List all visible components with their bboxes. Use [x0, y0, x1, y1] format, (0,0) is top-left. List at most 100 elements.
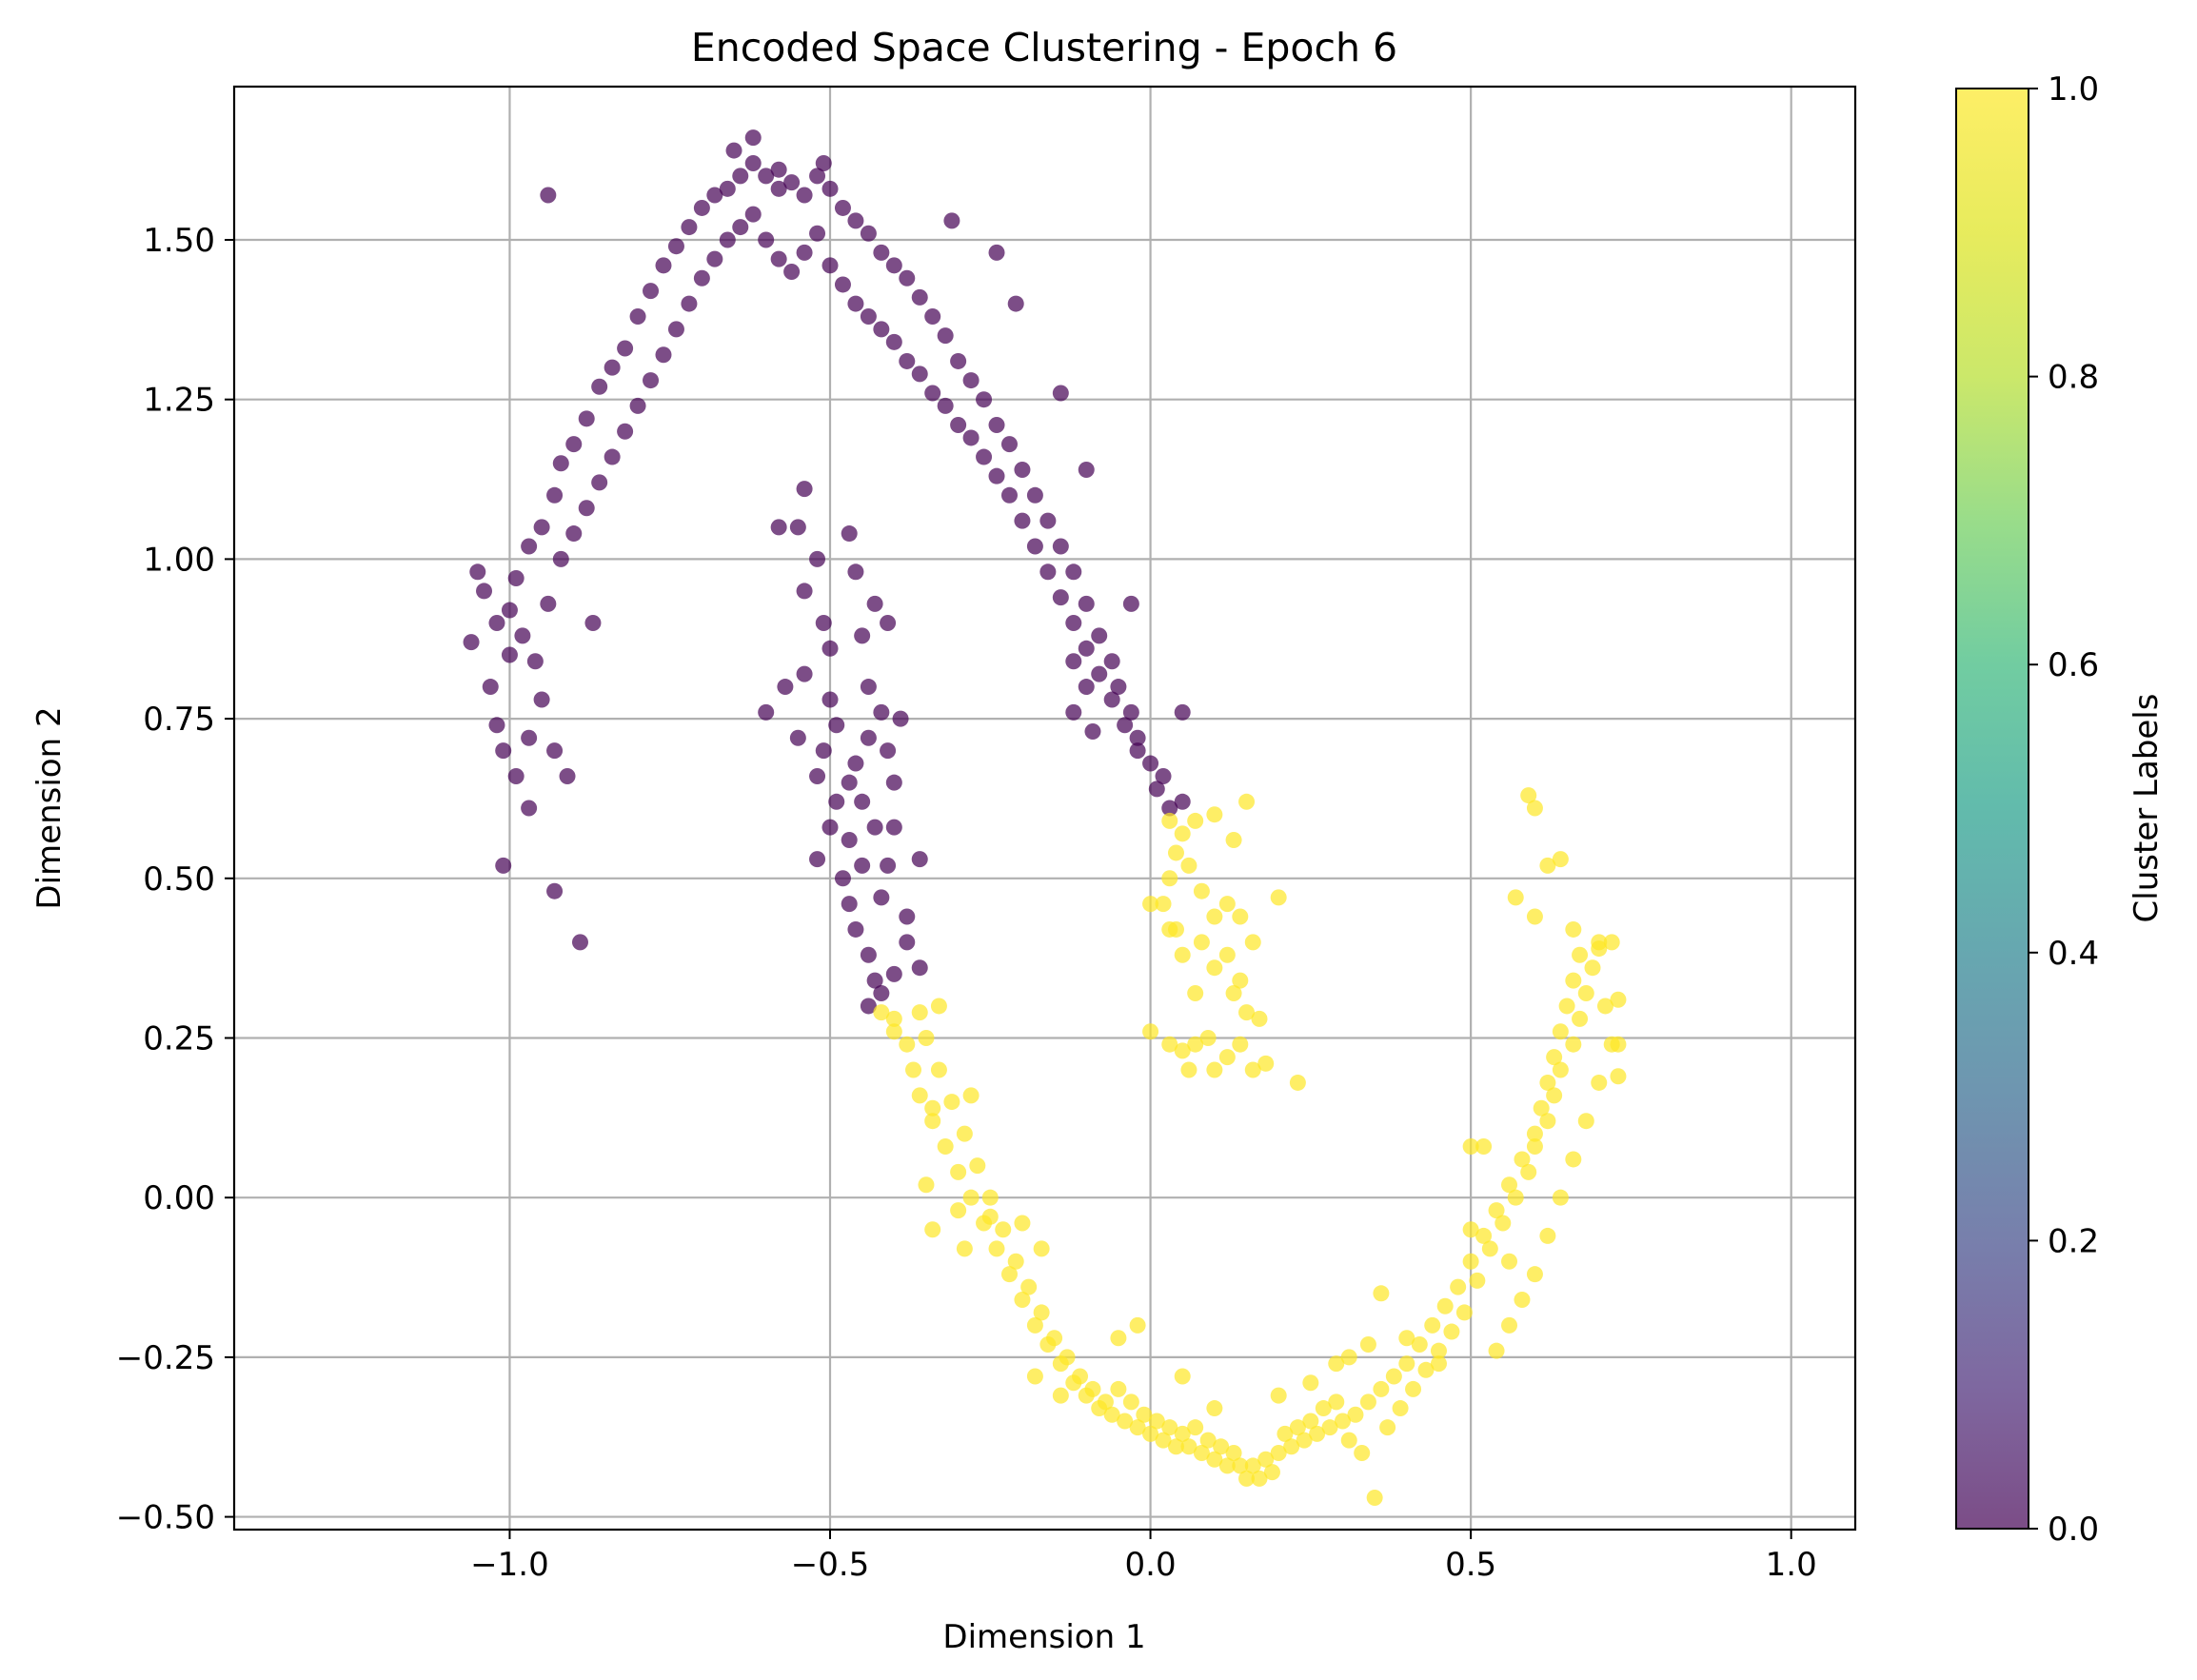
scatter-point-cluster-0: [617, 340, 634, 357]
scatter-point-cluster-0: [847, 295, 864, 312]
scatter-point-cluster-0: [617, 423, 634, 440]
scatter-point-cluster-1: [1494, 1215, 1512, 1232]
scatter-point-cluster-1: [1462, 1221, 1479, 1238]
scatter-point-cluster-0: [706, 250, 723, 267]
scatter-point-cluster-0: [789, 729, 806, 746]
colorbar-tick-label: 0.4: [2048, 935, 2099, 973]
scatter-point-cluster-1: [1161, 920, 1178, 938]
colorbar-tick-label: 0.2: [2048, 1222, 2099, 1260]
scatter-point-cluster-1: [1174, 1425, 1191, 1442]
scatter-point-cluster-0: [815, 614, 832, 631]
scatter-point-cluster-0: [821, 180, 839, 197]
scatter-point-cluster-0: [885, 819, 902, 836]
scatter-point-cluster-0: [629, 307, 646, 325]
scatter-point-cluster-0: [463, 634, 480, 651]
scatter-point-cluster-1: [1097, 1393, 1114, 1411]
scatter-point-cluster-1: [1340, 1432, 1357, 1449]
scatter-point-cluster-0: [1026, 538, 1043, 555]
scatter-point-cluster-1: [1572, 946, 1589, 963]
scatter-point-cluster-0: [546, 742, 564, 760]
scatter-point-cluster-1: [1072, 1368, 1089, 1385]
scatter-point-cluster-1: [981, 1208, 999, 1225]
scatter-point-cluster-1: [1206, 806, 1223, 823]
scatter-point-cluster-0: [571, 934, 588, 951]
scatter-point-cluster-1: [1315, 1400, 1332, 1417]
scatter-point-cluster-0: [655, 346, 672, 364]
scatter-point-cluster-0: [860, 998, 877, 1015]
scatter-point-cluster-1: [1546, 1049, 1563, 1066]
scatter-point-cluster-0: [591, 378, 608, 395]
scatter-point-cluster-1: [911, 1087, 928, 1104]
colorbar-tick-label: 0.0: [2048, 1511, 2099, 1549]
scatter-point-cluster-0: [719, 231, 736, 248]
scatter-point-cluster-1: [1187, 1419, 1204, 1436]
scatter-point-cluster-1: [1129, 1316, 1146, 1334]
scatter-point-cluster-0: [943, 212, 960, 229]
scatter-point-cluster-1: [924, 1113, 941, 1130]
scatter-point-cluster-1: [1193, 1445, 1210, 1462]
scatter-point-cluster-0: [809, 767, 826, 784]
scatter-point-cluster-1: [1552, 1023, 1569, 1040]
scatter-point-cluster-1: [1526, 1266, 1543, 1283]
scatter-point-cluster-0: [533, 691, 550, 708]
scatter-point-cluster-0: [911, 366, 928, 383]
scatter-point-cluster-0: [693, 199, 710, 216]
scatter-point-cluster-0: [552, 550, 569, 567]
scatter-point-cluster-0: [758, 168, 775, 185]
x-tick-label: −1.0: [470, 1546, 549, 1584]
scatter-point-cluster-1: [1526, 1125, 1543, 1142]
scatter-point-cluster-1: [1161, 1036, 1178, 1053]
scatter-point-cluster-1: [1481, 1240, 1498, 1257]
scatter-point-cluster-0: [1078, 679, 1095, 696]
scatter-point-cluster-1: [1052, 1387, 1069, 1404]
scatter-point-cluster-1: [1148, 1413, 1165, 1430]
scatter-point-cluster-1: [1603, 934, 1620, 951]
scatter-point-cluster-0: [469, 563, 486, 581]
scatter-point-cluster-1: [1526, 800, 1543, 817]
scatter-point-cluster-1: [885, 1023, 902, 1040]
scatter-point-cluster-1: [1193, 934, 1210, 951]
scatter-point-cluster-1: [1539, 1074, 1556, 1091]
scatter-point-cluster-0: [873, 703, 890, 721]
scatter-point-cluster-0: [911, 851, 928, 868]
scatter-point-cluster-1: [995, 1221, 1012, 1238]
scatter-point-cluster-0: [988, 244, 1005, 261]
scatter-point-cluster-0: [1039, 512, 1057, 529]
scatter-point-cluster-1: [1059, 1349, 1076, 1366]
scatter-point-cluster-0: [880, 614, 897, 631]
scatter-point-cluster-1: [1405, 1380, 1422, 1397]
scatter-point-cluster-1: [1552, 851, 1569, 868]
scatter-point-cluster-0: [655, 257, 672, 274]
scatter-point-cluster-1: [1136, 1406, 1153, 1423]
scatter-point-cluster-0: [744, 206, 762, 223]
scatter-point-cluster-1: [1610, 1036, 1627, 1053]
scatter-point-cluster-1: [1354, 1445, 1371, 1462]
scatter-point-cluster-0: [1148, 781, 1165, 798]
scatter-point-cluster-1: [911, 1004, 928, 1021]
scatter-point-cluster-0: [1000, 436, 1018, 453]
scatter-point-cluster-0: [841, 774, 858, 791]
scatter-point-cluster-1: [1206, 908, 1223, 925]
scatter-point-cluster-1: [1488, 1342, 1505, 1359]
scatter-point-cluster-1: [1610, 991, 1627, 1008]
scatter-point-cluster-1: [1520, 787, 1537, 804]
scatter-point-cluster-1: [1238, 1470, 1256, 1487]
colorbar-tick-label: 0.6: [2048, 646, 2099, 684]
scatter-point-cluster-0: [770, 161, 787, 178]
scatter-point-cluster-0: [885, 333, 902, 350]
scatter-point-cluster-1: [1155, 896, 1172, 913]
scatter-point-cluster-0: [1091, 627, 1108, 644]
scatter-point-cluster-1: [1302, 1374, 1319, 1392]
scatter-point-cluster-0: [796, 583, 813, 600]
scatter-point-cluster-0: [495, 742, 512, 760]
scatter-point-cluster-0: [860, 307, 877, 325]
scatter-point-cluster-0: [1103, 653, 1120, 670]
x-axis-ticks: −1.0 −0.5 0.0 0.5 1.0: [470, 1530, 1817, 1584]
scatter-point-cluster-0: [693, 269, 710, 287]
scatter-point-cluster-0: [770, 519, 787, 536]
scatter-point-cluster-0: [847, 563, 864, 581]
scatter-point-cluster-1: [1469, 1272, 1486, 1289]
scatter-point-cluster-1: [956, 1240, 973, 1257]
scatter-point-cluster-0: [1052, 589, 1069, 606]
scatter-point-cluster-0: [976, 391, 993, 408]
